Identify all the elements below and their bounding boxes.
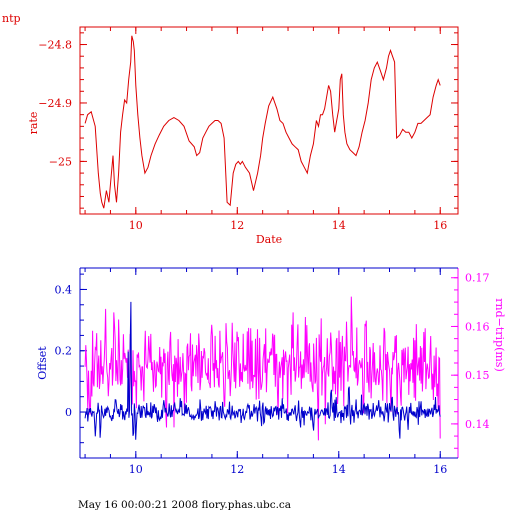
rate-x-tick-label: 14 xyxy=(332,219,346,232)
rndtrip-y-tick-label: 0.17 xyxy=(465,272,490,285)
rate-series-line xyxy=(84,35,441,209)
rndtrip-series-line xyxy=(84,296,441,441)
offset-x-tick-label: 10 xyxy=(129,463,143,476)
rate-x-tick-label: 16 xyxy=(433,219,447,232)
y-axis-label: rate xyxy=(27,112,40,135)
rndtrip-y-axis-label: rnd−trip(ms) xyxy=(493,298,506,372)
rndtrip-y-ticks: 0.17 0.16 0.15 0.14 xyxy=(451,272,490,449)
offset-series-line xyxy=(84,301,441,440)
offset-chart: 0.4 0.2 0 0.17 0.16 0.15 0.14 10 12 14 16 Offset… xyxy=(36,267,506,476)
rndtrip-y-tick-label: 0.14 xyxy=(465,418,490,431)
offset-y-tick-label: 0.4 xyxy=(55,283,73,296)
offset-y-tick-label: 0 xyxy=(65,406,72,419)
rate-x-ticks: 10 12 14 16 xyxy=(84,27,447,232)
rndtrip-y-tick-label: 0.15 xyxy=(465,369,490,382)
offset-x-ticks: 10 12 14 16 xyxy=(84,268,447,476)
rate-y-tick-label: −24.8 xyxy=(38,39,72,52)
x-axis-label: Date xyxy=(256,233,282,246)
offset-x-tick-label: 16 xyxy=(433,463,447,476)
offset-y-tick-label: 0.2 xyxy=(55,345,73,358)
offset-y-axis-label: Offset xyxy=(36,346,49,380)
rate-y-tick-label: −24.9 xyxy=(38,97,72,110)
rndtrip-y-tick-label: 0.16 xyxy=(465,320,490,333)
rate-chart: ntp −24.8 −24.9 −25 10 12 14 16 Date rate xyxy=(2,12,459,246)
offset-x-tick-label: 12 xyxy=(230,463,244,476)
offset-y-ticks: 0.4 0.2 0 xyxy=(55,273,87,444)
chart-title: ntp xyxy=(2,12,21,25)
offset-x-tick-label: 14 xyxy=(332,463,346,476)
rate-x-tick-label: 10 xyxy=(129,219,143,232)
rate-x-tick-label: 12 xyxy=(230,219,244,232)
rate-y-ticks: −24.8 −24.9 −25 xyxy=(38,32,458,209)
footer-timestamp: May 16 00:00:21 2008 flory.phas.ubc.ca xyxy=(78,499,292,511)
rate-plot-frame xyxy=(79,26,459,215)
rate-y-tick-label: −25 xyxy=(49,155,72,168)
